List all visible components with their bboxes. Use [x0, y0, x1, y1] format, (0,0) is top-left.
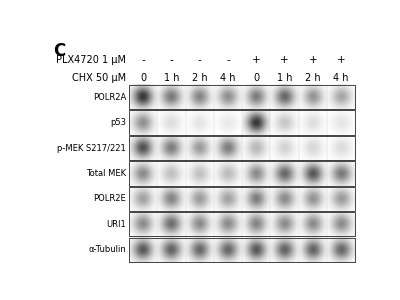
Text: +: +	[252, 55, 261, 65]
Bar	[129, 110, 355, 135]
Text: +: +	[337, 55, 346, 65]
Bar	[129, 85, 355, 109]
Bar	[129, 136, 355, 160]
Bar	[129, 161, 355, 186]
Bar	[129, 161, 355, 186]
Text: 4 h: 4 h	[334, 73, 349, 82]
Text: -: -	[226, 55, 230, 65]
Bar	[129, 85, 355, 109]
Bar	[129, 212, 355, 236]
Text: α-Tubulin: α-Tubulin	[88, 245, 126, 254]
Bar	[129, 212, 355, 236]
Text: 0: 0	[140, 73, 146, 82]
Text: Total MEK: Total MEK	[86, 169, 126, 178]
Text: p-MEK S217/221: p-MEK S217/221	[57, 143, 126, 152]
Bar	[129, 238, 355, 262]
Text: +: +	[309, 55, 317, 65]
Text: POLR2E: POLR2E	[93, 194, 126, 203]
Text: p53: p53	[110, 118, 126, 127]
Text: URI1: URI1	[106, 220, 126, 229]
Text: CHX 50 μM: CHX 50 μM	[72, 73, 126, 82]
Text: 2 h: 2 h	[305, 73, 321, 82]
Text: +: +	[280, 55, 289, 65]
Bar	[129, 187, 355, 211]
Bar	[129, 238, 355, 262]
Text: -: -	[198, 55, 202, 65]
Text: 2 h: 2 h	[192, 73, 208, 82]
Text: -: -	[170, 55, 173, 65]
Bar	[129, 110, 355, 135]
Text: -: -	[141, 55, 145, 65]
Bar	[129, 136, 355, 160]
Text: 0: 0	[253, 73, 260, 82]
Text: POLR2A: POLR2A	[93, 93, 126, 102]
Text: 4 h: 4 h	[220, 73, 236, 82]
Text: 1 h: 1 h	[277, 73, 292, 82]
Text: PLX4720 1 μM: PLX4720 1 μM	[56, 55, 126, 65]
Bar	[129, 187, 355, 211]
Text: C: C	[53, 42, 65, 60]
Text: 1 h: 1 h	[164, 73, 179, 82]
